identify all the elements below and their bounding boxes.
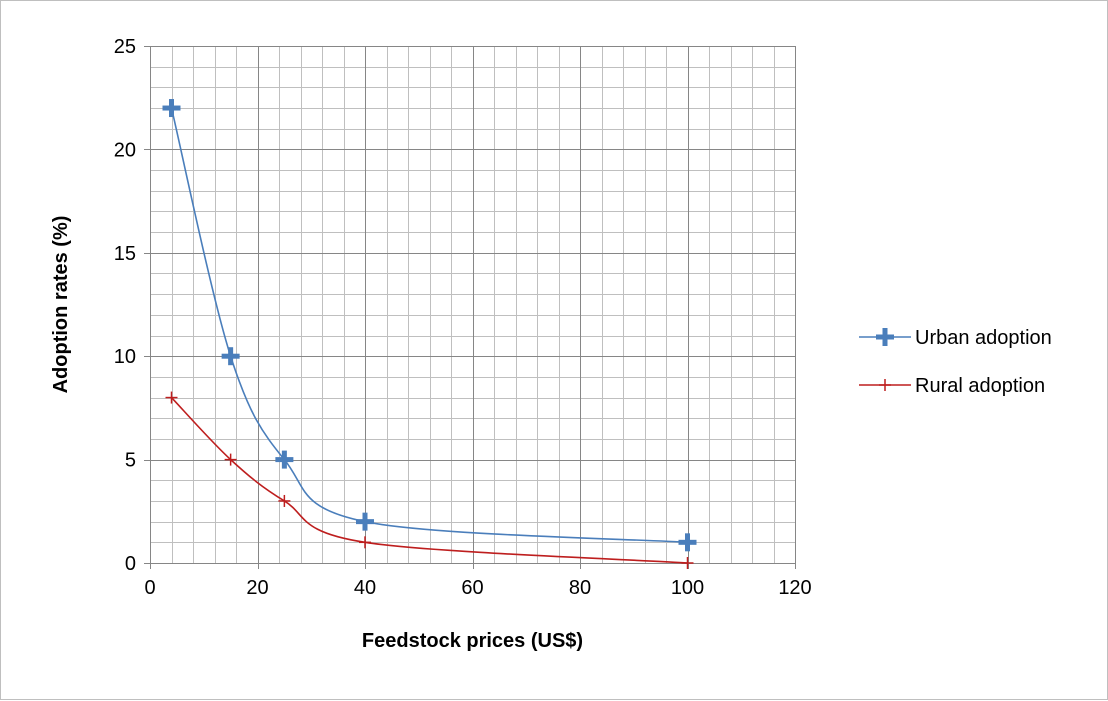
x-tick-label: 100: [671, 577, 704, 599]
data-point: [678, 533, 697, 552]
legend-swatch-marker: [882, 328, 888, 346]
x-tick-label: 80: [569, 577, 591, 599]
data-point: [221, 347, 240, 366]
x-axis-title: Feedstock prices (US$): [362, 630, 583, 652]
x-tick-label: 20: [246, 577, 268, 599]
legend-label: Urban adoption: [915, 327, 1052, 349]
x-tick-label: 40: [354, 577, 376, 599]
y-tick-label: 5: [125, 450, 136, 472]
data-point: [275, 450, 294, 469]
x-tick-label: 120: [778, 577, 811, 599]
grid: [150, 46, 796, 564]
point-marker: [281, 450, 287, 469]
point-marker: [362, 512, 368, 531]
y-tick-label: 20: [114, 139, 136, 161]
point-marker: [228, 347, 234, 366]
series-line: [170, 397, 688, 564]
data-point: [224, 453, 237, 466]
data-point: [356, 512, 374, 531]
x-tick-label: 60: [461, 577, 483, 599]
legend-item: Rural adoption: [859, 375, 1045, 397]
data-point: [162, 99, 181, 118]
y-tick-label: 0: [125, 553, 136, 575]
series-line: [170, 107, 688, 544]
y-tick-label: 15: [114, 243, 136, 265]
axes: [144, 46, 796, 569]
y-tick-label: 10: [114, 346, 136, 368]
series-urban-adoption: [162, 99, 697, 552]
series-rural-adoption: [165, 391, 694, 569]
y-tick-label: 25: [114, 36, 136, 58]
legend-item: Urban adoption: [859, 327, 1052, 349]
legend-label: Rural adoption: [915, 375, 1045, 397]
data-point: [359, 536, 371, 549]
x-tick-label: 0: [144, 577, 155, 599]
point-marker: [169, 99, 174, 118]
point-marker: [685, 533, 690, 552]
data-point: [681, 557, 694, 569]
legend: Urban adoption Rural adoption: [859, 327, 1052, 397]
y-axis-title: Adoption rates (%): [50, 216, 72, 394]
data-point: [278, 494, 291, 507]
data-point: [165, 391, 178, 404]
series-layer: [162, 99, 697, 569]
tick-labels: 0 20 40 60 80 100 120 0 5 10 15 20 25: [114, 36, 812, 599]
